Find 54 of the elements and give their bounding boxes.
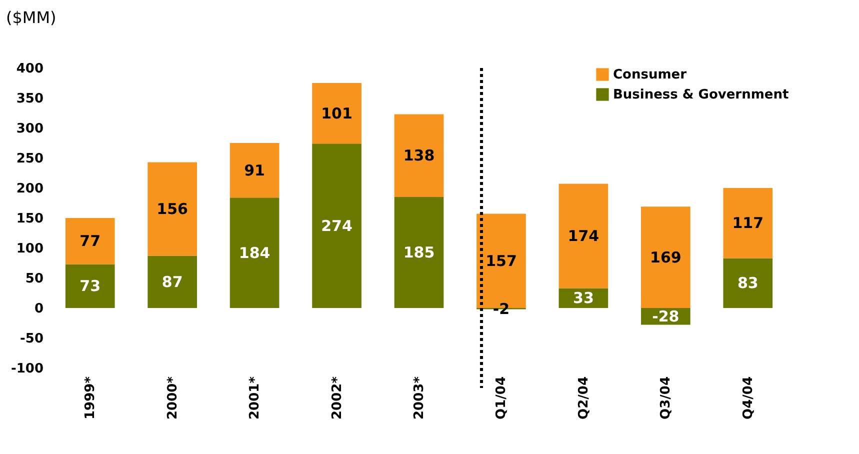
y-tick-label: 300	[16, 122, 44, 136]
bar	[230, 198, 280, 308]
bar	[65, 264, 115, 308]
bar	[723, 258, 773, 308]
data-label: 274	[321, 216, 352, 235]
data-label: 157	[486, 252, 517, 270]
data-label: 174	[568, 227, 600, 245]
x-tick-label: Q4/04	[740, 376, 756, 420]
data-label: 117	[732, 214, 764, 232]
y-tick-label: 100	[16, 242, 44, 256]
y-tick-label: 350	[16, 92, 44, 106]
bar	[394, 197, 444, 308]
legend-label: Business & Government	[613, 88, 789, 102]
x-tick-label: 2002*	[330, 376, 345, 420]
x-tick-label: 1999*	[83, 376, 98, 420]
bar	[312, 144, 362, 308]
y-tick-label: -50	[20, 332, 44, 346]
y-tick-label: -100	[10, 362, 44, 376]
data-label: 91	[244, 161, 265, 180]
data-label: 77	[80, 232, 101, 250]
bar	[148, 256, 197, 308]
data-label: -28	[652, 307, 680, 326]
legend-label: Consumer	[613, 68, 688, 82]
y-tick-label: 150	[16, 212, 44, 226]
y-tick-label: 50	[25, 272, 44, 286]
bar	[148, 162, 197, 256]
bar	[230, 143, 280, 198]
y-tick-label: 0	[34, 302, 44, 316]
y-tick-label: 400	[16, 62, 44, 76]
y-tick-label: 200	[16, 182, 44, 196]
y-axis-title: ($MM)	[6, 8, 56, 27]
data-label: 184	[238, 244, 270, 262]
data-label: 101	[321, 104, 352, 122]
x-tick-label: 2000*	[165, 376, 180, 420]
data-label: 87	[162, 272, 183, 291]
bar	[394, 114, 444, 197]
bar	[558, 184, 608, 288]
bar	[723, 188, 773, 258]
bar	[641, 206, 690, 308]
x-tick-label: 2001*	[248, 376, 263, 420]
data-label: 185	[403, 244, 435, 262]
x-tick-label: Q1/04	[494, 376, 510, 420]
x-tick-label: Q2/04	[576, 376, 592, 420]
data-label: 138	[403, 146, 435, 165]
bar	[65, 218, 115, 264]
data-label: 169	[650, 248, 682, 266]
data-label: 33	[573, 289, 594, 308]
data-label: 83	[737, 274, 758, 292]
data-label: 156	[156, 200, 188, 218]
data-label: 73	[80, 277, 101, 296]
y-tick-label: 250	[16, 152, 44, 166]
x-tick-label: Q3/04	[658, 376, 674, 420]
bar	[312, 83, 362, 144]
x-tick-label: 2003*	[412, 376, 427, 420]
